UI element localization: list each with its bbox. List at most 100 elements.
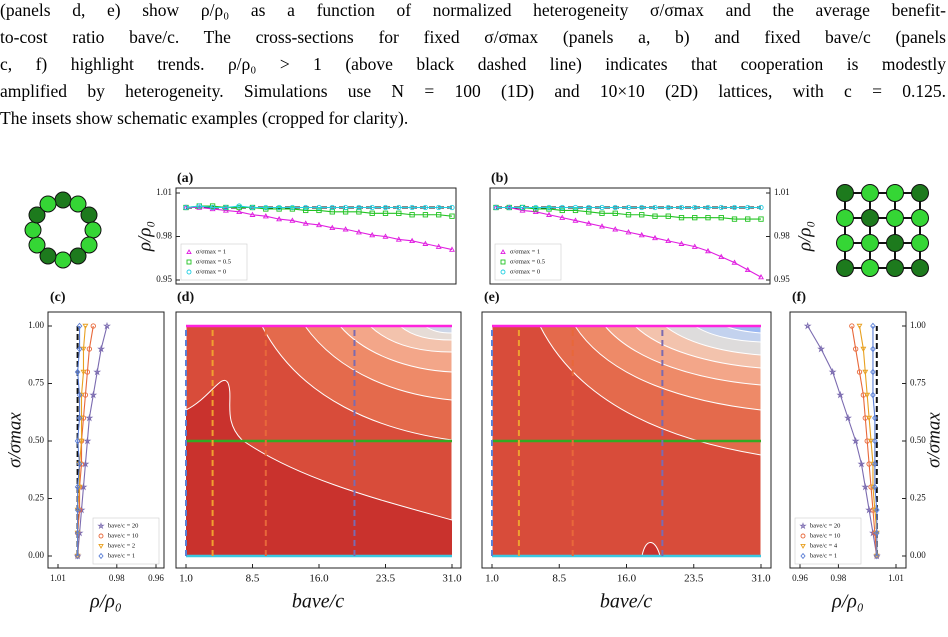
marker [93, 367, 102, 376]
x-axis-label: ρ/ρ₀ [89, 591, 122, 613]
marker [500, 249, 506, 255]
legend-label: bave/c = 20 [810, 522, 840, 529]
marker [262, 213, 269, 219]
marker [692, 204, 698, 211]
marker [76, 391, 83, 399]
marker [186, 259, 192, 265]
marker [329, 204, 335, 211]
marker [872, 460, 878, 468]
legend-label: bave/c = 10 [108, 532, 138, 539]
marker [186, 249, 192, 255]
x-tick-label: 0.98 [109, 573, 125, 583]
marker [705, 247, 711, 254]
x-tick-label: 0.96 [792, 573, 808, 583]
marker [263, 204, 269, 211]
marker [800, 533, 806, 539]
marker [449, 213, 455, 219]
marker [857, 459, 866, 468]
legend-label: bave/c = 1 [108, 552, 135, 559]
marker [449, 246, 455, 252]
series-line [851, 325, 878, 557]
legend-label: σ/σmax = 0 [510, 268, 540, 275]
marker [874, 552, 880, 560]
legend-label: σ/σmax = 0.5 [196, 258, 231, 265]
panel-label: (b) [491, 171, 508, 186]
marker [329, 224, 336, 231]
legend-label: σ/σmax = 1 [510, 248, 540, 255]
marker [369, 210, 375, 216]
marker [85, 413, 94, 422]
marker [249, 204, 256, 211]
marker [652, 213, 658, 219]
x-tick-label: 1.01 [50, 573, 66, 583]
marker [745, 204, 751, 211]
marker [76, 484, 83, 491]
legend-box [92, 517, 160, 565]
y-tick-label: 0.75 [910, 378, 926, 388]
marker [97, 522, 105, 530]
marker [639, 204, 645, 211]
marker [612, 204, 618, 211]
marker [851, 436, 860, 445]
marker [532, 208, 539, 215]
y-tick-label: 1.01 [156, 187, 172, 197]
series-line [185, 205, 452, 209]
marker [625, 212, 632, 218]
marker [74, 437, 81, 445]
marker [849, 323, 855, 329]
marker [871, 507, 878, 514]
marker [276, 215, 283, 222]
series-line [186, 206, 453, 251]
marker [74, 552, 81, 560]
marker [652, 234, 658, 241]
legend-label: σ/σmax = 0.5 [510, 258, 545, 265]
marker [396, 204, 402, 211]
marker [355, 229, 362, 235]
marker [80, 346, 87, 353]
marker [90, 323, 96, 329]
marker [872, 414, 878, 422]
marker [639, 212, 645, 218]
marker [316, 221, 322, 228]
marker [870, 322, 876, 330]
marker [861, 482, 870, 491]
axes-frame [47, 311, 165, 569]
marker [758, 273, 764, 280]
marker [705, 214, 711, 221]
legend-box [180, 243, 248, 281]
marker [612, 226, 619, 232]
marker [638, 231, 645, 238]
legend-box [494, 243, 562, 281]
marker [800, 543, 806, 549]
marker [864, 392, 871, 399]
marker [546, 204, 552, 211]
x-tick-label: 8.5 [552, 573, 566, 585]
legend-label: bave/c = 2 [108, 542, 135, 549]
marker [97, 344, 106, 353]
marker [869, 484, 876, 491]
marker [83, 436, 92, 445]
marker [612, 210, 618, 216]
marker [356, 204, 362, 211]
legend-label: bave/c = 1 [810, 552, 837, 559]
marker [585, 220, 592, 226]
legend-label: σ/σmax = 0 [196, 268, 226, 275]
marker [80, 369, 87, 376]
x-tick-label: 23.5 [684, 573, 704, 585]
marker [196, 204, 203, 210]
marker [803, 321, 812, 330]
marker [382, 233, 389, 239]
marker [869, 461, 876, 468]
marker [222, 207, 229, 213]
marker [731, 216, 738, 222]
marker [303, 207, 309, 214]
marker [236, 203, 242, 209]
marker [82, 323, 89, 330]
marker [866, 415, 873, 422]
marker [76, 322, 83, 330]
y-tick-label: 0.50 [28, 435, 44, 445]
marker [98, 543, 104, 549]
marker [678, 240, 685, 246]
marker [209, 205, 216, 212]
